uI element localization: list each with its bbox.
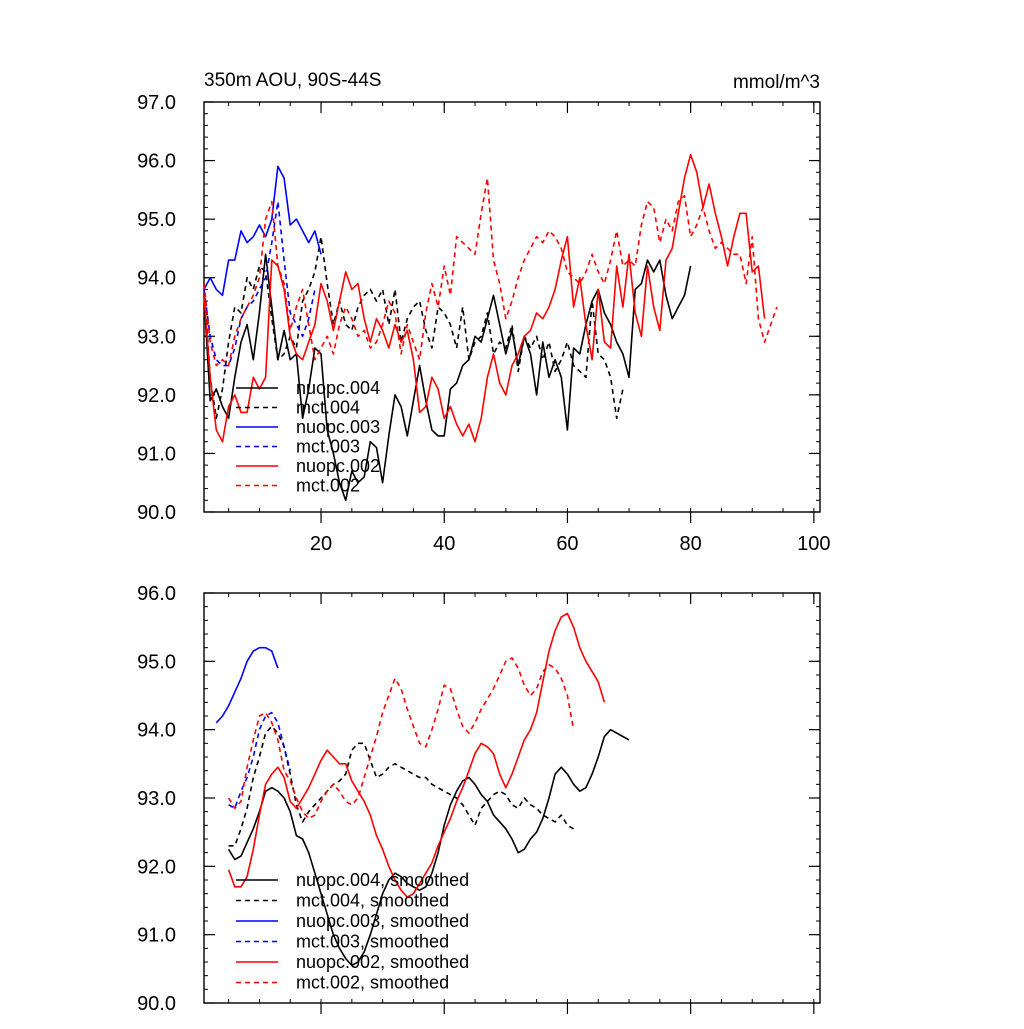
y-tick-label: 92.0 <box>137 856 176 878</box>
legend-label: nuopc.002, smoothed <box>296 952 469 972</box>
series-line-nuopc-004 <box>203 253 692 502</box>
legend-label: nuopc.004, smoothed <box>296 870 469 890</box>
y-tick-label: 95.0 <box>137 651 176 673</box>
x-tick-label: 20 <box>310 533 332 555</box>
series-line-nuopc-002-smoothed <box>227 612 606 898</box>
series-line-nuopc-002 <box>203 153 766 443</box>
series-line-mct-002-smoothed <box>227 657 575 820</box>
y-tick-label: 94.0 <box>137 720 176 742</box>
legend-label: mct.002, smoothed <box>296 973 449 993</box>
y-tick-label: 93.0 <box>137 788 176 810</box>
y-tick-label: 90.0 <box>137 502 176 524</box>
legend-label: mct.003 <box>296 437 360 457</box>
legend-label: nuopc.002 <box>296 456 380 476</box>
series-line-mct-004 <box>203 235 624 420</box>
series-line-nuopc-003 <box>203 165 322 297</box>
bottom-panel-smoothed: 90.0 91.0 92.0 93.0 94.0 95.0 96.0 nuopc.004, s… <box>137 583 821 1015</box>
x-tick-label: 60 <box>556 533 578 555</box>
y-tick-label: 92.0 <box>137 385 176 407</box>
legend-label: mct.002 <box>296 476 360 496</box>
y-tick-label: 95.0 <box>137 209 176 231</box>
legend-label: mct.004, smoothed <box>296 891 449 911</box>
series-line-nuopc-004-smoothed <box>227 728 630 967</box>
legend-label: nuopc.004 <box>296 378 380 398</box>
y-tick-label: 96.0 <box>137 583 176 605</box>
series-line-mct-004-smoothed <box>228 725 574 847</box>
x-tick-label: 80 <box>680 533 702 555</box>
series-line-nuopc-003-smoothed <box>215 646 279 724</box>
top-panel-raw: 90.0 91.0 92.0 93.0 94.0 95.0 96.0 97.0 20 40 60 80… <box>137 92 830 555</box>
plot-title-left: 350m AOU, 90S-44S <box>204 70 381 91</box>
y-tick-label: 96.0 <box>137 151 176 173</box>
y-tick-label: 93.0 <box>137 326 176 348</box>
y-tick-label: 94.0 <box>137 268 176 290</box>
legend-label: nuopc.003 <box>296 417 380 437</box>
legend-label: nuopc.003, smoothed <box>296 911 469 931</box>
series-line-mct-003-smoothed <box>228 711 291 810</box>
legend-label: mct.003, smoothed <box>296 932 449 952</box>
y-tick-label: 97.0 <box>137 92 176 114</box>
y-tick-label: 90.0 <box>137 993 176 1015</box>
y-tick-label: 91.0 <box>137 925 176 947</box>
y-tick-label: 91.0 <box>137 443 176 465</box>
legend-label: mct.004 <box>296 398 360 418</box>
x-tick-label: 100 <box>797 533 830 555</box>
x-tick-label: 40 <box>433 533 455 555</box>
series-line-mct-002 <box>203 177 778 367</box>
plot-title-units: mmol/m^3 <box>733 72 820 93</box>
